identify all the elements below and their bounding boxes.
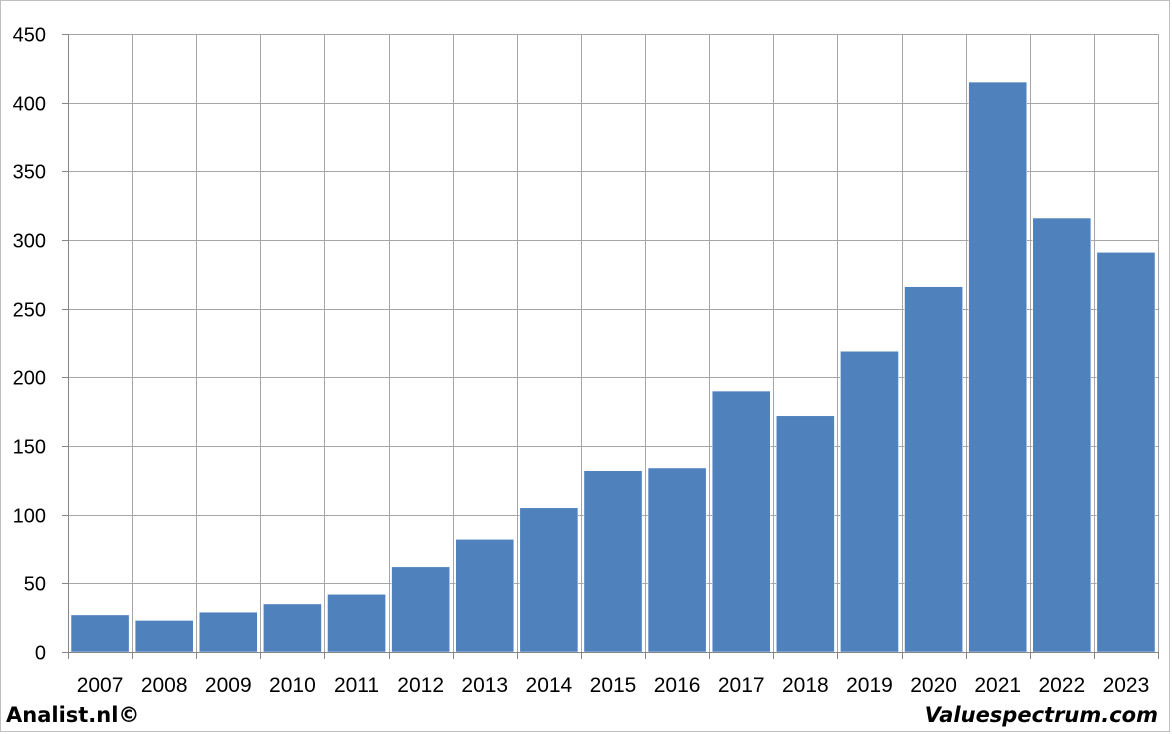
x-tick-label: 2017	[718, 674, 765, 697]
x-tick-label: 2019	[846, 674, 893, 697]
y-tick-label: 150	[13, 437, 46, 459]
y-tick-label: 200	[13, 368, 46, 390]
bar-2016	[647, 467, 707, 653]
x-tick-label: 2013	[461, 674, 508, 697]
source-credit: Analist.nl©	[6, 703, 140, 727]
y-tick-label: 50	[24, 574, 46, 596]
bar-2017	[711, 390, 771, 653]
x-tick-label: 2007	[77, 674, 124, 697]
x-tick-label: 2020	[910, 674, 957, 697]
bar-2015	[583, 470, 643, 653]
y-tick-label: 350	[13, 162, 46, 184]
bar-2008	[134, 620, 194, 653]
x-tick-label: 2012	[397, 674, 444, 697]
x-tick-label: 2016	[654, 674, 701, 697]
x-tick-label: 2009	[205, 674, 252, 697]
bar-2010	[263, 603, 322, 653]
y-tick-label: 300	[13, 231, 46, 253]
axes	[62, 34, 1159, 659]
x-tick-label: 2014	[526, 674, 573, 697]
x-tick-label: 2015	[590, 674, 637, 697]
y-tick-label: 100	[13, 506, 46, 528]
bars	[70, 81, 1156, 653]
bar-2007	[70, 614, 130, 653]
x-tick-label: 2022	[1038, 674, 1085, 697]
y-tick-label: 450	[13, 25, 46, 47]
watermark-credit: Valuespectrum.com	[924, 703, 1158, 727]
x-tick-label: 2021	[974, 674, 1021, 697]
y-tick-label: 400	[13, 94, 46, 116]
bar-2018	[776, 415, 835, 653]
x-tick-label: 2011	[334, 674, 379, 697]
x-tick-label: 2018	[782, 674, 829, 697]
bar-2019	[840, 350, 899, 653]
bar-2012	[391, 566, 450, 653]
y-tick-label: 0	[35, 643, 46, 665]
x-tick-label: 2008	[141, 674, 188, 697]
y-tick-label: 250	[13, 300, 46, 322]
y-tick-labels: 0 50 100 150 200 250 300 350 400 450	[13, 25, 46, 665]
bar-2011	[327, 594, 386, 653]
x-tick-label: 2023	[1103, 674, 1150, 697]
bar-2023	[1096, 252, 1156, 653]
bar-2014	[519, 507, 579, 653]
x-tick-labels: 2007 2008 2009 2010 2011 2012 2013 2014 2015 2016…	[77, 674, 1150, 697]
x-tick-label: 2010	[269, 674, 316, 697]
bar-2013	[455, 539, 515, 653]
bar-2022	[1032, 217, 1092, 653]
bar-2009	[198, 611, 258, 653]
bar-2021	[968, 81, 1028, 653]
bar-2020	[904, 286, 963, 653]
